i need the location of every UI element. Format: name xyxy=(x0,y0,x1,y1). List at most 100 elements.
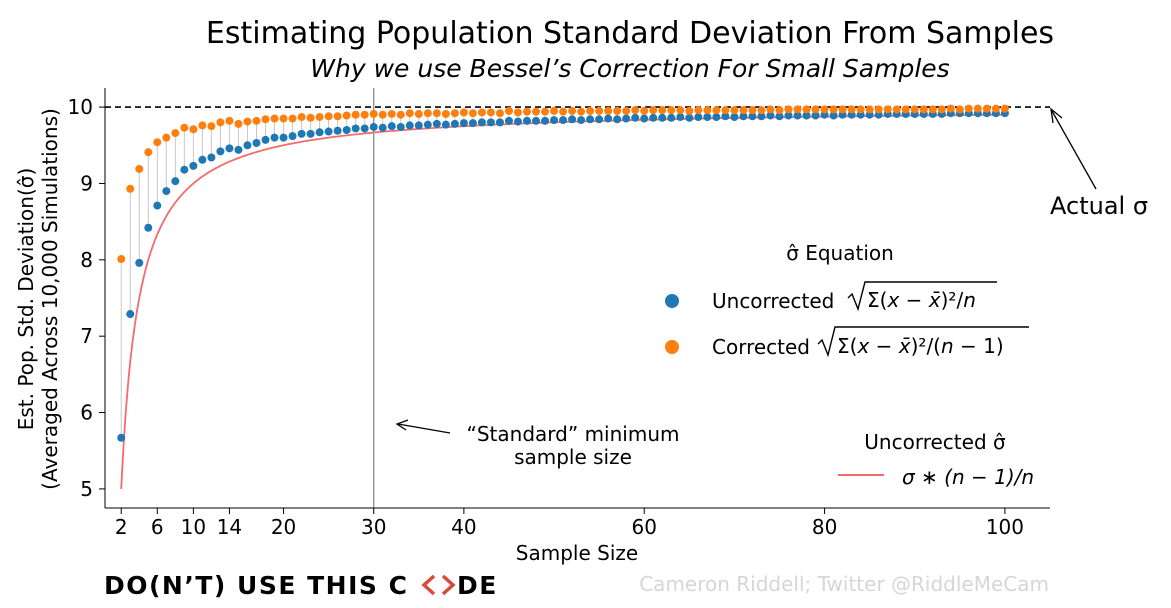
point-corrected xyxy=(730,106,739,115)
point-corrected xyxy=(288,114,297,123)
point-uncorrected xyxy=(721,112,730,121)
point-corrected xyxy=(613,106,622,115)
point-uncorrected xyxy=(198,155,207,164)
point-corrected xyxy=(513,108,522,117)
point-corrected xyxy=(784,105,793,114)
actual-sigma-arrow-line xyxy=(1051,110,1097,190)
point-uncorrected xyxy=(703,113,712,122)
point-corrected xyxy=(802,105,811,114)
point-uncorrected xyxy=(414,121,423,130)
point-corrected xyxy=(216,118,225,127)
x-tick-label: 40 xyxy=(451,515,476,539)
point-corrected xyxy=(937,105,946,114)
legend-curve: Uncorrected σ̂ σ ∗ (n − 1)/n xyxy=(838,430,1034,489)
actual-sigma-label: Actual σ xyxy=(1050,192,1148,220)
point-uncorrected xyxy=(640,114,649,123)
point-corrected xyxy=(991,104,1000,113)
point-corrected xyxy=(423,109,432,118)
point-corrected xyxy=(595,106,604,115)
point-corrected xyxy=(252,116,261,125)
x-tick-label: 6 xyxy=(151,515,164,539)
point-uncorrected xyxy=(504,116,513,125)
legend-marker-corrected xyxy=(665,340,679,354)
point-uncorrected xyxy=(550,116,559,125)
point-uncorrected xyxy=(559,116,568,125)
point-uncorrected xyxy=(748,112,757,121)
point-corrected xyxy=(676,106,685,115)
point-corrected xyxy=(261,115,270,124)
point-uncorrected xyxy=(180,165,189,174)
point-corrected xyxy=(577,107,586,116)
reference-arrowhead xyxy=(395,419,409,431)
point-corrected xyxy=(874,105,883,114)
point-uncorrected xyxy=(162,187,171,196)
y-tick-label: 6 xyxy=(80,401,93,425)
point-uncorrected xyxy=(613,115,622,124)
point-uncorrected xyxy=(802,111,811,120)
reference-label-line-2: sample size xyxy=(514,445,632,469)
point-corrected xyxy=(189,125,198,134)
point-uncorrected xyxy=(333,126,342,135)
point-corrected xyxy=(622,106,631,115)
point-corrected xyxy=(739,106,748,115)
point-corrected xyxy=(856,105,865,114)
x-tick-label: 14 xyxy=(217,515,242,539)
point-uncorrected xyxy=(477,118,486,127)
point-corrected xyxy=(144,148,153,157)
point-corrected xyxy=(324,112,333,121)
point-corrected xyxy=(432,109,441,118)
point-corrected xyxy=(838,105,847,114)
y-tick-label: 7 xyxy=(80,324,93,348)
legend-title: σ̂ Equation xyxy=(786,241,894,265)
y-tick-label: 8 xyxy=(80,248,93,272)
point-corrected xyxy=(126,184,135,193)
legend-curve-label: σ ∗ (n − 1)/n xyxy=(902,465,1034,489)
data-points xyxy=(117,104,1009,442)
point-corrected xyxy=(694,106,703,115)
point-uncorrected xyxy=(468,119,477,128)
point-corrected xyxy=(550,106,559,115)
point-corrected xyxy=(883,105,892,114)
legend-marker-uncorrected xyxy=(665,294,679,308)
point-uncorrected xyxy=(279,133,288,142)
point-uncorrected xyxy=(153,201,162,210)
point-corrected xyxy=(703,106,712,115)
point-corrected xyxy=(342,111,351,120)
point-corrected xyxy=(604,106,613,115)
point-corrected xyxy=(207,122,216,131)
point-uncorrected xyxy=(225,144,234,153)
point-corrected xyxy=(640,106,649,115)
reference-label-line-1: “Standard” minimum xyxy=(467,422,680,446)
point-corrected xyxy=(901,105,910,114)
point-uncorrected xyxy=(135,258,144,267)
point-corrected xyxy=(955,105,964,114)
point-corrected xyxy=(910,105,919,114)
point-uncorrected xyxy=(306,129,315,138)
point-uncorrected xyxy=(396,122,405,131)
point-corrected xyxy=(946,104,955,113)
point-corrected xyxy=(982,104,991,113)
point-corrected xyxy=(315,113,324,122)
point-corrected xyxy=(685,106,694,115)
point-corrected xyxy=(793,105,802,114)
x-axis-ticks: 2 6 10 14 20 30 40 60 80 100 xyxy=(115,508,1024,539)
point-corrected xyxy=(414,109,423,118)
point-uncorrected xyxy=(297,129,306,138)
point-corrected xyxy=(360,110,369,119)
point-corrected xyxy=(180,123,189,132)
point-uncorrected xyxy=(324,127,333,136)
point-corrected xyxy=(766,105,775,114)
point-corrected xyxy=(775,106,784,115)
y-tick-label: 10 xyxy=(68,95,93,119)
point-corrected xyxy=(441,109,450,118)
point-corrected xyxy=(541,107,550,116)
axes xyxy=(104,88,1050,509)
point-corrected xyxy=(450,109,459,118)
point-corrected xyxy=(568,106,577,115)
point-uncorrected xyxy=(351,124,360,133)
point-uncorrected xyxy=(288,132,297,141)
point-corrected xyxy=(721,106,730,115)
point-uncorrected xyxy=(189,161,198,170)
point-uncorrected xyxy=(450,119,459,128)
reference-lines xyxy=(105,88,1050,508)
